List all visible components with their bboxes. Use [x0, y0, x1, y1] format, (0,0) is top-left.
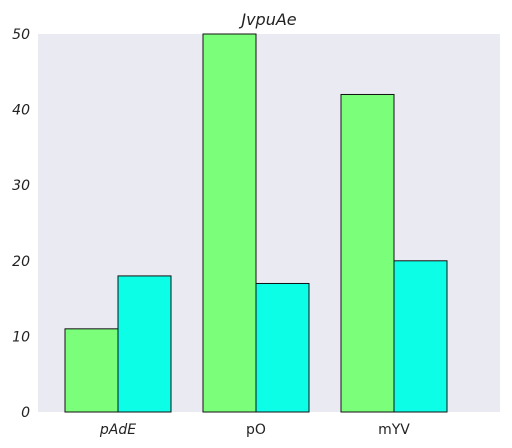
y-tick-label: 50 [12, 27, 30, 43]
x-tick-label: pO [246, 422, 266, 438]
bar-pO-series1 [202, 33, 257, 413]
bar-pAdE-series2 [117, 275, 172, 413]
x-tick-label: pAdE [99, 422, 136, 438]
y-axis-ticks: 0 10 20 30 40 50 [12, 27, 30, 421]
y-tick-label: 10 [12, 329, 30, 345]
x-tick-label: mYV [378, 422, 410, 438]
y-tick-label: 20 [12, 254, 30, 270]
bar-pAdE-series1 [64, 328, 119, 413]
bar-mYV-series2 [393, 260, 448, 413]
y-tick-label: 40 [12, 103, 30, 119]
bar-mYV-series1 [340, 93, 395, 413]
x-axis-ticks: pAdE pO mYV [99, 422, 410, 438]
y-tick-label: 0 [21, 405, 30, 421]
chart-title: JvpuAe [238, 10, 296, 29]
bars [64, 33, 448, 413]
y-tick-label: 30 [12, 178, 30, 194]
bar-pO-series2 [255, 282, 310, 413]
